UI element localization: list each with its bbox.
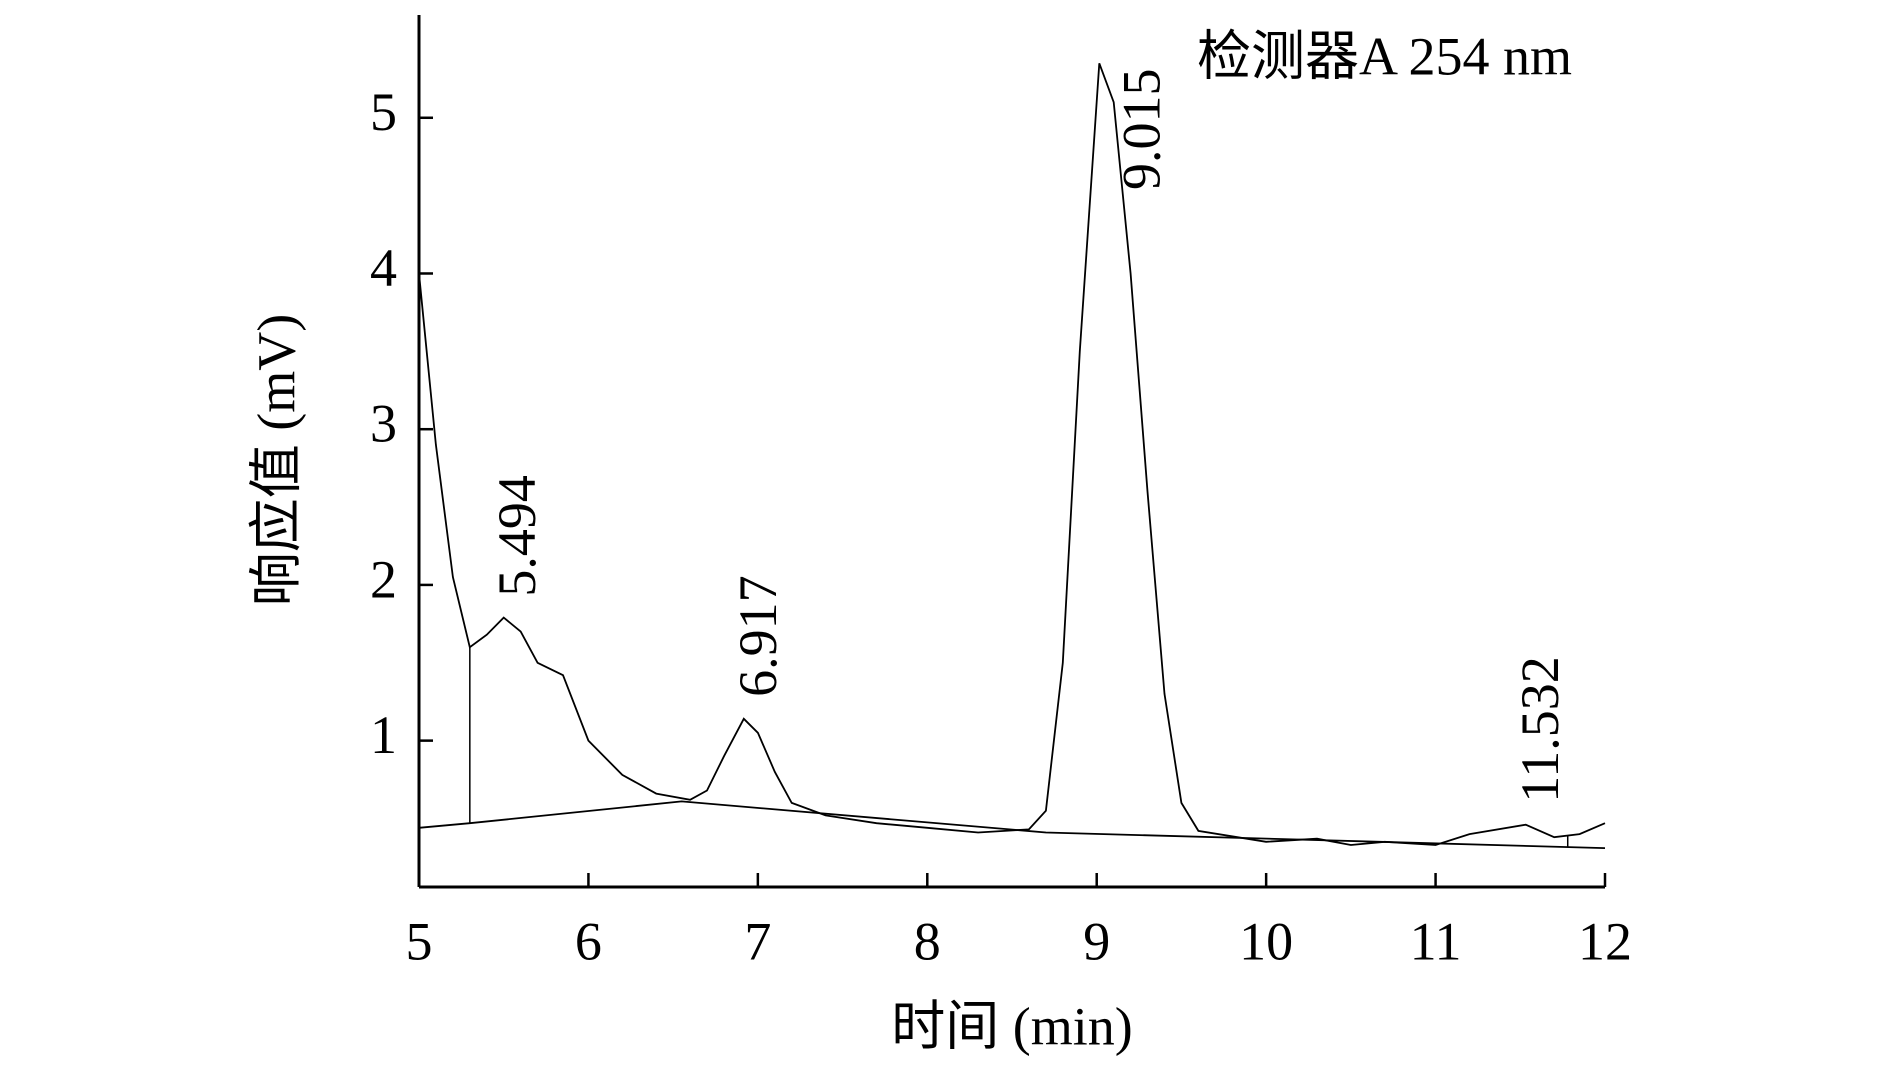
y-tick-label: 4 [370,238,397,298]
y-tick-label: 5 [370,82,397,142]
peak-label: 11.532 [1510,656,1570,803]
y-tick-label: 2 [370,549,397,609]
y-axis-title: 响应值 (mV) [246,314,306,606]
x-tick-label: 6 [575,911,602,971]
x-tick-label: 12 [1578,911,1632,971]
peak-label: 5.494 [487,475,547,597]
x-tick-label: 9 [1083,911,1110,971]
peak-label: 6.917 [728,575,788,697]
peak-label: 9.015 [1112,69,1172,191]
x-tick-label: 5 [406,911,433,971]
baseline [418,800,1606,849]
y-tick-label: 1 [370,705,397,765]
x-tick-label: 7 [744,911,771,971]
x-tick-label: 11 [1410,911,1462,971]
y-tick-label: 3 [370,394,397,454]
x-axis-title: 时间 (min) [891,996,1132,1056]
x-tick-label: 10 [1239,911,1293,971]
x-tick-label: 8 [914,911,941,971]
series-label: 检测器A 254 nm [1197,26,1572,86]
trace [418,62,1606,846]
